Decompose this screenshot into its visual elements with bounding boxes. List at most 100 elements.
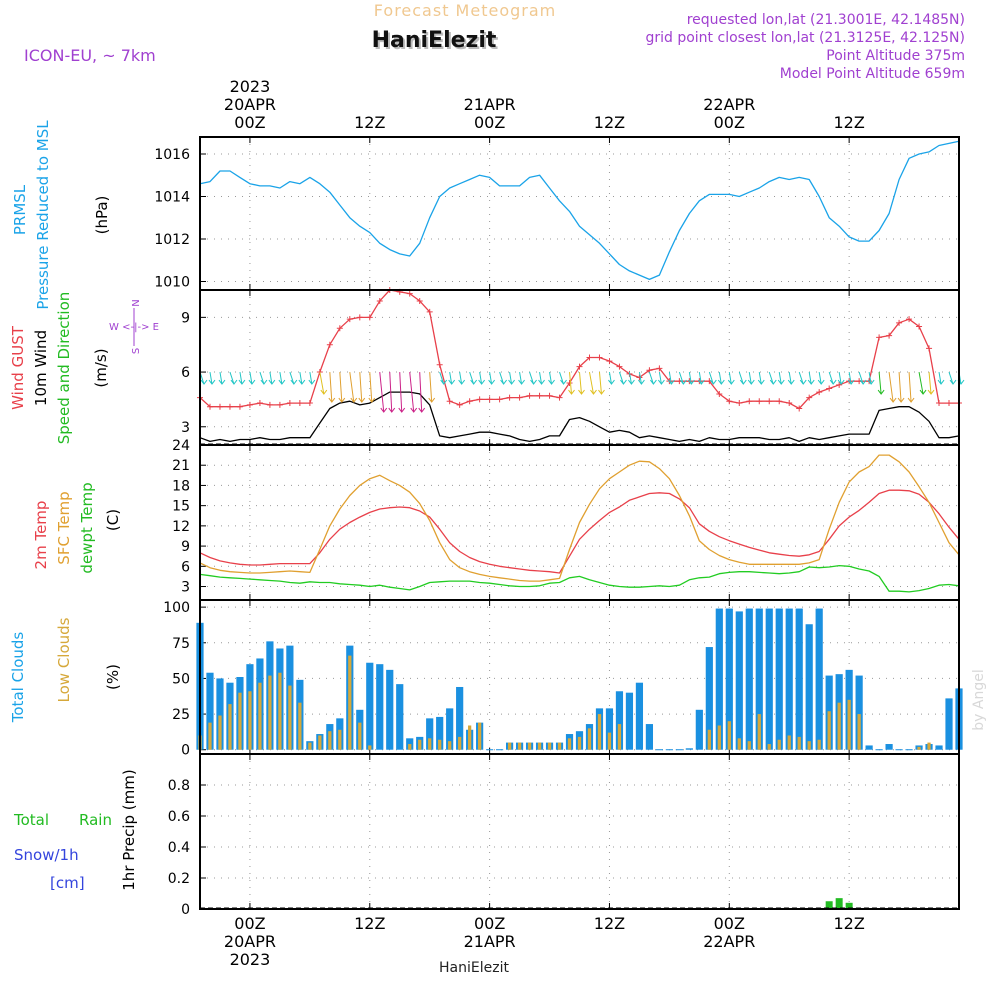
gust-marker [286,400,293,407]
gust-marker [206,403,213,410]
total-cloud-bar [376,664,384,750]
model-altitude: Model Point Altitude 659m [780,66,965,82]
top-time-label: 20APR [224,95,276,114]
precip-panel: 0 0.2 0.4 0.6 0.8 [168,753,960,918]
wind-arrow [867,371,875,385]
low-cloud-bar [517,742,522,750]
total-cloud-bar [625,692,634,750]
top-title: Forecast Meteogram [374,1,556,20]
wind-arrow [888,371,897,403]
wind-arrow [768,371,777,385]
watermark: by Angel [971,669,987,730]
low-cloud-bar [827,711,831,750]
bottom-time-label: 2023 [230,950,271,969]
rain-label: Rain [79,811,112,829]
wind-arrow [428,372,436,403]
cloud-panel: 0 25 50 75 100 [163,599,963,759]
footer-station: HaniElezit [439,960,509,976]
panel-border [199,136,960,291]
gust-marker [226,403,233,410]
low-cloud-bar [308,742,312,750]
gust-marker [436,361,443,368]
low-cloud-bar [597,714,602,750]
y-tick-label: 50 [172,671,190,687]
low-cloud-bar [478,722,482,750]
y-tick-label: 1010 [154,275,190,291]
gust-marker [886,332,893,339]
gust-marker [636,374,643,381]
wind-unit: (m/s) [92,348,110,387]
y-tick-label: 0.8 [168,778,190,794]
pressure-unit: (hPa) [93,196,111,235]
gust-marker [476,396,483,403]
gust-marker [916,323,923,330]
gust-marker [936,400,943,407]
gust-marker [216,403,223,410]
snow-unit-label: [cm] [50,874,85,892]
total-cloud-bar [725,608,733,750]
gust-marker [256,400,263,407]
total-cloud-bar [935,745,943,750]
gust-marker [456,401,463,408]
gust-marker [766,398,773,405]
top-time-label: 00Z [234,113,265,132]
precip-labels: Total Rain Snow/1h [cm] 1hr Precip (mm) [13,769,138,892]
total-cloud-bar [216,678,224,750]
low-cloud-bar [348,655,352,750]
low-cloud-bar [557,742,562,750]
total-cloud-bar [396,684,404,750]
low-cloud-bar [468,725,472,750]
bottom-time-label: 00Z [474,914,505,933]
gust-marker [406,290,413,297]
wind-arrow [667,371,675,385]
y-tick-label: 0 [181,743,190,759]
total-cloud-bar [426,718,434,750]
wind-arrow [208,371,216,385]
gust-marker [786,400,793,407]
total-cloud-bar [705,647,713,750]
wind-arrow [578,372,585,395]
wind-arrow [738,371,747,385]
bottom-time-label: 12Z [354,914,385,933]
wind-arrow [638,371,645,385]
wind-arrow [448,371,456,385]
gust-marker [376,297,383,304]
gust-marker [486,396,493,403]
gust-marker [416,297,423,304]
wind-arrow [379,372,388,413]
temperature-panel: 3 6 9 12 15 18 21 24 [172,438,960,601]
y-tick-label: 15 [172,499,190,515]
low-cloud-bar [438,739,442,750]
wind-arrow [478,371,486,385]
wind-arrow [777,371,785,385]
low-cloud-bar [428,738,432,750]
temp2m-label: 2m Temp [32,501,50,570]
low-cloud-bar [358,722,362,750]
station-title: HaniElezit [372,28,497,53]
gust-marker [506,394,513,401]
wind-arrow [847,371,855,385]
low-cloud-bar [727,721,731,750]
wind-arrow [409,372,418,413]
bottom-time-label: 12Z [594,914,625,933]
wind-arrow [218,371,226,385]
gust-marker [326,341,333,348]
wind-arrow [248,371,256,385]
gust-marker [336,325,343,332]
total-cloud-bar [645,724,654,750]
low-cloud-bar [787,735,791,750]
wind-arrow [508,371,515,385]
low-cloud-bar [757,714,761,750]
wind-arrow [349,371,358,403]
wind-arrow [518,371,525,385]
gust-marker [566,380,573,386]
wind-arrow [338,372,346,403]
y-tick-label: 0.4 [168,840,190,856]
y-tick-label: 25 [172,707,190,723]
wind-arrow [328,372,336,403]
low-cloud-bar [607,732,612,750]
bottom-time-label: 20APR [224,932,276,951]
